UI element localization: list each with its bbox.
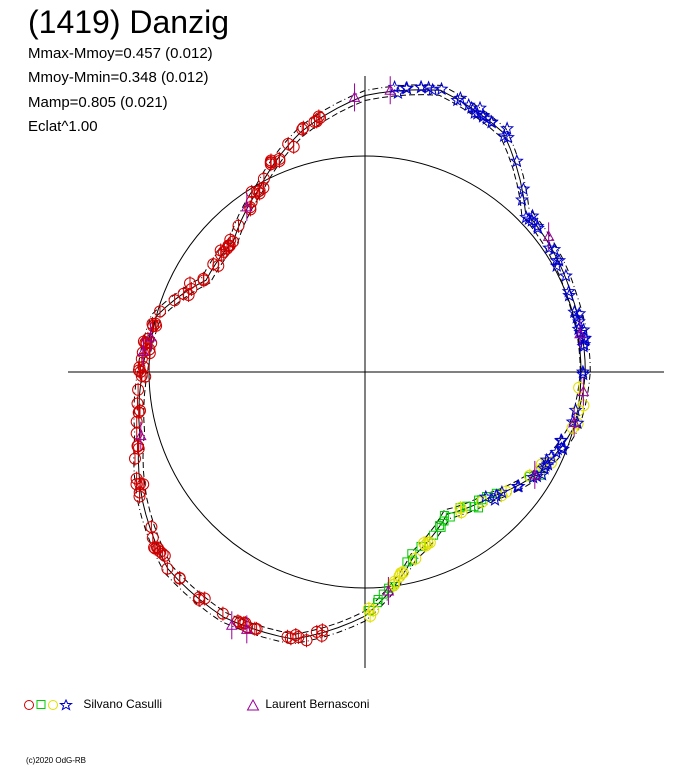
triangle-point [542, 230, 555, 241]
star-point [576, 339, 591, 353]
star-point [538, 458, 553, 472]
star-point [516, 181, 531, 195]
star-point [558, 268, 573, 282]
triangle-point [348, 91, 361, 102]
triangle-point [225, 619, 238, 630]
star-point [561, 284, 576, 298]
star-point [554, 433, 569, 447]
square-point [378, 589, 388, 599]
legend-bernasconi-label: Laurent Bernasconi [265, 697, 370, 711]
square-point [469, 502, 479, 512]
star-point [575, 364, 591, 379]
legend-bernasconi: Laurent Bernasconi [246, 696, 369, 712]
star-point [461, 97, 476, 112]
triangle-point [528, 468, 541, 480]
star-point [542, 240, 557, 255]
star-point [510, 479, 525, 493]
triangle-point [134, 429, 147, 441]
star-point [562, 288, 577, 302]
star-point [556, 442, 570, 456]
square-point [373, 595, 383, 604]
star-point [565, 414, 580, 428]
triangle-point [382, 584, 395, 596]
star-point [547, 242, 562, 256]
stat-eclat: Eclat^1.00 [28, 118, 98, 135]
stat-mmax-mmoy: Mmax-Mmoy=0.457 (0.012) [28, 45, 213, 62]
triangle-point [144, 330, 157, 342]
star-point [479, 111, 494, 125]
star-point [484, 114, 499, 128]
triangle-point [577, 385, 590, 397]
square-point [439, 511, 449, 520]
star-point [577, 330, 592, 345]
star-point [549, 253, 564, 267]
triangle-point [240, 623, 253, 634]
square-point [407, 555, 417, 565]
star-point [568, 402, 583, 417]
star-point [500, 121, 515, 135]
triangle-point [384, 84, 397, 95]
triangle-point [240, 200, 253, 212]
star-point [530, 220, 545, 235]
star-point [567, 304, 582, 319]
star-point [489, 488, 504, 502]
legend-casulli-label: Silvano Casulli [83, 697, 163, 711]
legend-casulli-symbols-icon [24, 698, 74, 711]
stat-mamp: Mamp=0.805 (0.021) [28, 94, 168, 111]
fit-curve-outer [133, 84, 591, 645]
star-point [494, 484, 509, 499]
star-point [509, 153, 524, 168]
star-point [515, 192, 529, 206]
star-point [544, 449, 559, 463]
legend-casulli: Silvano Casulli [24, 696, 162, 712]
star-point [521, 211, 537, 226]
star-point [434, 81, 449, 96]
star-point [570, 415, 585, 430]
triangle-icon [246, 698, 260, 711]
star-point [450, 93, 465, 107]
star-point [500, 130, 515, 144]
fit-curve [137, 89, 586, 640]
star-point [478, 489, 493, 504]
data-points [129, 76, 592, 648]
star-point [576, 367, 591, 381]
star-point [467, 105, 482, 119]
fit-curve-inner [142, 94, 581, 635]
star-point [413, 79, 428, 94]
chart-title: (1419) Danzig [28, 4, 229, 40]
triangle-point [574, 327, 586, 339]
triangle-point [137, 345, 150, 356]
square-point [436, 522, 446, 532]
copyright: (c)2020 OdG-RB [26, 756, 87, 765]
triangle-point [568, 416, 581, 427]
square-point [439, 516, 449, 526]
star-point [537, 461, 552, 475]
star-point [400, 81, 415, 95]
stat-mmoy-mmin: Mmoy-Mmin=0.348 (0.012) [28, 69, 209, 86]
star-point [488, 492, 502, 506]
